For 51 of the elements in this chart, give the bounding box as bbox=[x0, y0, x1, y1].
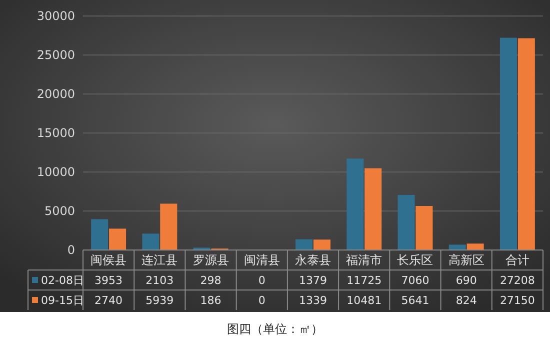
bar bbox=[416, 206, 433, 250]
legend-label: 09-15日 bbox=[41, 294, 84, 307]
data-label: 690 bbox=[456, 274, 477, 287]
y-tick-label: 0 bbox=[67, 242, 75, 257]
x-tick-label: 闽清县 bbox=[244, 253, 280, 267]
data-label: 2103 bbox=[146, 274, 174, 287]
data-label: 2740 bbox=[94, 294, 123, 307]
data-label: 186 bbox=[200, 294, 222, 307]
bar bbox=[109, 228, 126, 250]
legend-label: 02-08日 bbox=[41, 274, 84, 287]
bar bbox=[296, 239, 313, 250]
bar bbox=[160, 204, 178, 250]
data-label: 1379 bbox=[299, 274, 327, 287]
bar bbox=[91, 219, 108, 250]
data-label: 27208 bbox=[500, 274, 535, 287]
data-label: 3953 bbox=[94, 274, 123, 287]
bar bbox=[398, 194, 415, 250]
x-tick-label: 福清市 bbox=[346, 253, 382, 267]
y-tick-label: 30000 bbox=[36, 8, 75, 23]
data-label: 0 bbox=[258, 294, 266, 307]
bar bbox=[142, 234, 160, 250]
data-label: 824 bbox=[456, 294, 477, 307]
bar bbox=[448, 244, 466, 250]
bar bbox=[313, 240, 330, 250]
data-label: 298 bbox=[200, 274, 222, 287]
x-tick-label: 罗源县 bbox=[192, 253, 229, 267]
y-tick-label: 10000 bbox=[36, 164, 75, 179]
data-label: 7060 bbox=[401, 274, 430, 287]
data-label: 10481 bbox=[346, 294, 382, 307]
bar bbox=[346, 158, 364, 250]
y-tick-label: 15000 bbox=[36, 126, 75, 140]
x-tick-label: 连江县 bbox=[142, 253, 178, 267]
data-label: 5641 bbox=[401, 294, 430, 307]
x-tick-label: 闽侯县 bbox=[90, 253, 127, 267]
data-label: 27150 bbox=[500, 294, 535, 307]
x-tick-label: 永泰县 bbox=[295, 253, 331, 267]
text: 图四（单位：㎡） bbox=[227, 322, 323, 336]
bar bbox=[364, 168, 382, 250]
y-tick-label: 20000 bbox=[36, 86, 75, 101]
bar bbox=[518, 38, 535, 250]
y-tick-label: 25000 bbox=[36, 48, 75, 62]
x-tick-label: 长乐区 bbox=[397, 253, 434, 267]
x-tick-label: 高新区 bbox=[448, 253, 484, 267]
x-tick-label: 合计 bbox=[505, 253, 530, 267]
data-label: 5939 bbox=[146, 294, 174, 307]
data-label: 11725 bbox=[346, 274, 382, 287]
data-label: 1339 bbox=[299, 294, 327, 307]
y-tick-label: 5000 bbox=[44, 204, 75, 218]
data-label: 0 bbox=[258, 274, 266, 287]
bar bbox=[500, 38, 517, 250]
bar bbox=[466, 244, 484, 250]
